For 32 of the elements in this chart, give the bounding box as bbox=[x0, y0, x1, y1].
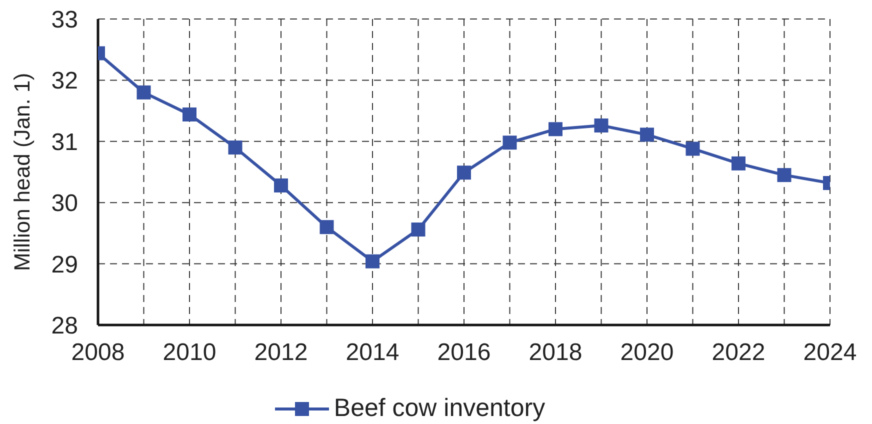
x-tick-label: 2010 bbox=[162, 339, 216, 366]
x-tick-label: 2024 bbox=[803, 339, 857, 366]
x-tick-label: 2018 bbox=[528, 339, 582, 366]
point bbox=[686, 142, 700, 156]
point bbox=[136, 85, 151, 100]
point bbox=[640, 128, 654, 142]
x-tick-label: 2008 bbox=[71, 339, 125, 366]
point bbox=[182, 107, 196, 122]
point bbox=[732, 156, 746, 170]
point bbox=[594, 118, 608, 132]
y-tick-label: 29 bbox=[51, 251, 78, 278]
y-axis-title: Million head (Jan. 1) bbox=[10, 72, 34, 272]
point bbox=[228, 140, 242, 155]
point bbox=[274, 178, 288, 192]
y-tick-label: 30 bbox=[51, 190, 78, 218]
x-tick-label: 2020 bbox=[620, 339, 674, 366]
point bbox=[366, 254, 380, 268]
point bbox=[502, 136, 517, 150]
point bbox=[548, 122, 562, 136]
point bbox=[777, 168, 792, 182]
y-tick-label: 28 bbox=[51, 312, 78, 340]
point bbox=[457, 166, 471, 180]
legend-label: Beef cow inventory bbox=[334, 394, 546, 423]
y-tick-label: 31 bbox=[51, 128, 78, 156]
point bbox=[320, 220, 334, 234]
x-tick-label: 2012 bbox=[254, 339, 308, 366]
x-tick-label: 2022 bbox=[712, 339, 766, 366]
x-tick-label: 2014 bbox=[346, 339, 400, 366]
point bbox=[411, 222, 426, 237]
x-tick-label: 2016 bbox=[437, 339, 491, 366]
y-tick-label: 33 bbox=[51, 6, 78, 34]
y-tick-label: 32 bbox=[51, 68, 78, 95]
